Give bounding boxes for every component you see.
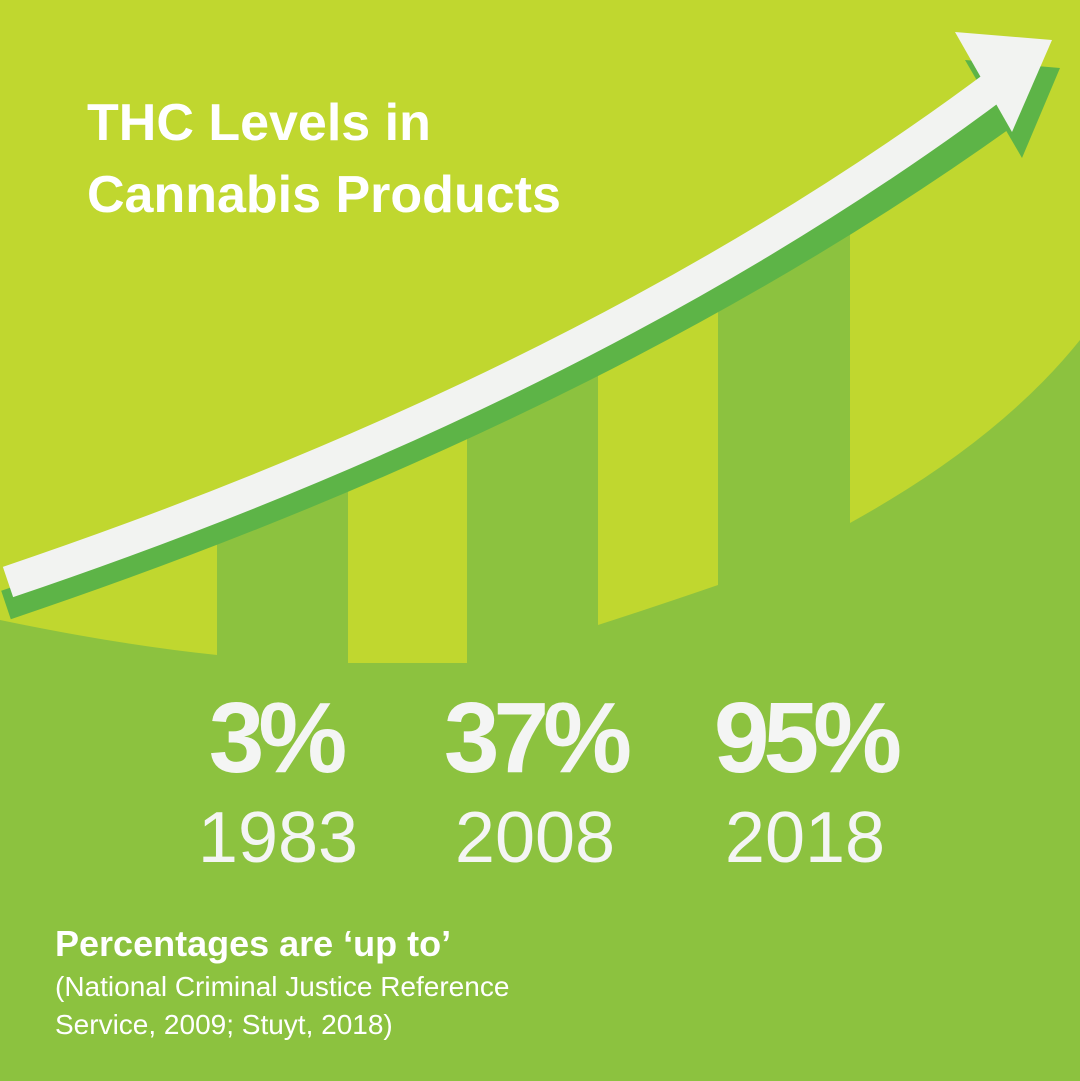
stat-value: 95% (714, 682, 900, 794)
arrow-shadow (1, 97, 1019, 620)
title-line: THC Levels in (87, 94, 431, 152)
green-bars (0, 200, 1080, 1081)
arrow-head (955, 32, 1052, 132)
stat-year: 2018 (725, 798, 885, 878)
title-line: Cannabis Products (87, 166, 561, 224)
source-line: Service, 2009; Stuyt, 2018) (55, 1009, 393, 1040)
stat-value: 3% (209, 682, 346, 794)
stat-value: 37% (444, 682, 630, 794)
stat-year: 1983 (198, 798, 358, 878)
stat-year: 2008 (455, 798, 615, 878)
note: Percentages are ‘up to’ (55, 923, 451, 964)
source-line: (National Criminal Justice Reference (55, 971, 509, 1002)
arrow (2, 69, 1010, 598)
